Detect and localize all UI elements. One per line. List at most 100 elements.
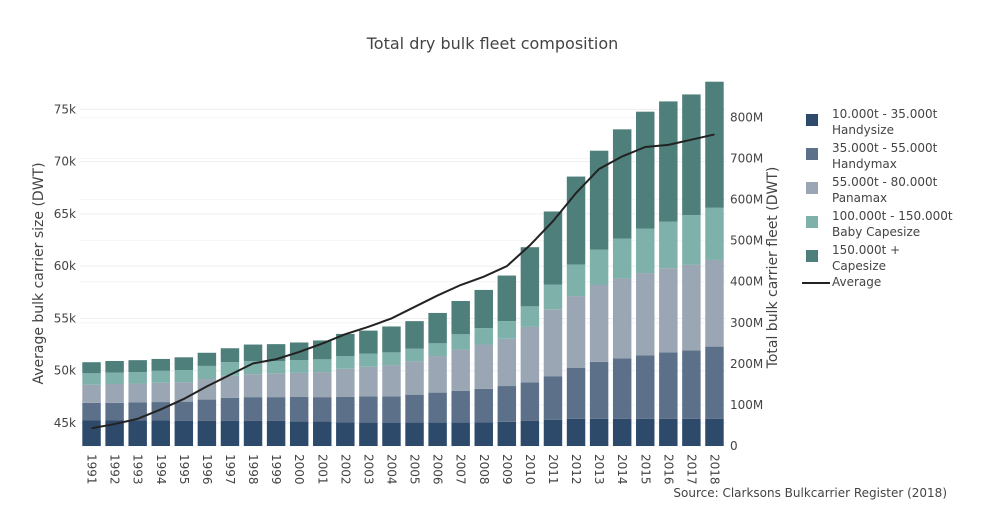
- source-note: Source: Clarksons Bulkcarrier Register (…: [673, 486, 947, 500]
- bar-baby-capesize-1997: [220, 362, 240, 376]
- bar-capesize-2005: [405, 321, 424, 349]
- y2-tick-label: 500M: [730, 234, 763, 248]
- bar-handymax-2002: [336, 396, 355, 423]
- y2-tick-label: 0: [730, 439, 738, 453]
- legend-swatch-panamax: [806, 182, 818, 194]
- y-tick-label: 45k: [54, 416, 76, 430]
- x-tick-label-1996: 1996: [200, 454, 214, 485]
- x-tick-label-2009: 2009: [500, 454, 514, 485]
- bar-panamax-2003: [359, 366, 378, 397]
- y2-tick-label: 400M: [730, 275, 763, 289]
- y-tick-label: 75k: [54, 102, 76, 116]
- bar-handysize-1994: [151, 420, 170, 446]
- x-tick-label-2010: 2010: [523, 454, 537, 485]
- bar-panamax-2008: [474, 344, 493, 389]
- bar-panamax-1997: [220, 375, 240, 398]
- bar-handysize-1997: [220, 420, 240, 446]
- x-tick-label-2003: 2003: [361, 454, 375, 485]
- bar-panamax-1999: [266, 373, 286, 398]
- bar-baby-capesize-2015: [636, 228, 655, 274]
- bar-baby-capesize-2007: [451, 334, 470, 350]
- bar-baby-capesize-2014: [612, 238, 632, 279]
- bar-baby-capesize-2013: [589, 249, 609, 285]
- bar-panamax-1993: [128, 383, 147, 403]
- bar-baby-capesize-2011: [543, 284, 563, 310]
- bar-capesize-2004: [382, 326, 401, 353]
- x-tick-label-1993: 1993: [131, 454, 145, 485]
- bar-baby-capesize-2008: [474, 328, 493, 345]
- bar-handysize-1992: [105, 420, 124, 447]
- bar-handysize-2017: [682, 418, 701, 446]
- bar-capesize-1996: [197, 352, 217, 366]
- bar-handysize-2010: [520, 420, 540, 446]
- bar-panamax-2009: [497, 338, 517, 387]
- y2-axis-title: Total bulk carrier fleet (DWT): [765, 167, 781, 370]
- bar-handysize-2005: [405, 422, 424, 446]
- bar-handymax-1991: [82, 402, 101, 421]
- x-tick-label-2004: 2004: [384, 454, 398, 485]
- bar-handymax-2013: [589, 361, 609, 419]
- bar-capesize-2002: [336, 333, 355, 357]
- bar-baby-capesize-1995: [174, 370, 194, 383]
- bar-baby-capesize-2009: [497, 321, 517, 339]
- bar-capesize-2011: [543, 211, 563, 285]
- bar-handymax-1999: [266, 397, 286, 421]
- bar-baby-capesize-1992: [105, 372, 124, 384]
- x-tick-label-1999: 1999: [269, 454, 283, 485]
- bar-panamax-2016: [659, 268, 678, 353]
- bar-baby-capesize-1998: [243, 360, 263, 375]
- x-tick-label-2017: 2017: [684, 454, 698, 485]
- bar-handymax-1996: [197, 399, 217, 421]
- bar-handysize-1995: [174, 420, 194, 446]
- legend-label-baby-capesize: 100.000t - 150.000t Baby Capesize: [832, 209, 953, 239]
- bar-baby-capesize-2018: [705, 207, 724, 260]
- legend-line-average: [802, 282, 830, 284]
- bar-handysize-1999: [266, 420, 286, 446]
- bar-panamax-2004: [382, 365, 401, 397]
- bar-handymax-1992: [105, 402, 124, 421]
- bar-handymax-2018: [705, 346, 724, 419]
- bar-handysize-2004: [382, 423, 401, 446]
- bar-panamax-2002: [336, 368, 355, 397]
- bar-panamax-2006: [428, 356, 447, 393]
- y-tick-label: 70k: [54, 155, 76, 169]
- bar-baby-capesize-2000: [289, 360, 309, 373]
- x-tick-label-1994: 1994: [154, 454, 168, 485]
- bar-handymax-2005: [405, 394, 424, 423]
- bar-panamax-2007: [451, 349, 470, 391]
- bar-handysize-2003: [359, 422, 378, 446]
- x-tick-label-2013: 2013: [592, 454, 606, 485]
- bar-handysize-2007: [451, 422, 470, 446]
- bar-capesize-1998: [243, 344, 263, 361]
- x-tick-label-2002: 2002: [338, 454, 352, 485]
- bar-panamax-2013: [589, 285, 609, 362]
- x-tick-label-1991: 1991: [85, 454, 99, 485]
- bar-baby-capesize-2004: [382, 352, 401, 366]
- bar-panamax-2017: [682, 264, 701, 351]
- bar-handymax-1997: [220, 397, 240, 421]
- bar-handymax-2012: [566, 367, 586, 419]
- bar-capesize-2012: [566, 176, 586, 265]
- y2-tick-label: 700M: [730, 152, 763, 166]
- bar-baby-capesize-1991: [82, 373, 101, 385]
- bar-capesize-1992: [105, 360, 124, 373]
- x-tick-label-2007: 2007: [454, 454, 468, 485]
- y-tick-label: 65k: [54, 207, 76, 221]
- y-tick-label: 55k: [54, 311, 76, 325]
- x-tick-label-1995: 1995: [177, 454, 191, 485]
- y-tick-label: 60k: [54, 259, 76, 273]
- x-tick-label-2001: 2001: [315, 454, 329, 485]
- bar-handymax-1995: [174, 401, 194, 421]
- bar-handysize-2018: [705, 418, 724, 446]
- bar-panamax-1998: [243, 374, 263, 398]
- y2-tick-label: 100M: [730, 398, 763, 412]
- bar-handymax-2000: [289, 396, 309, 422]
- bar-baby-capesize-1999: [266, 360, 286, 374]
- bar-handymax-2006: [428, 392, 447, 423]
- bar-handymax-2004: [382, 396, 401, 423]
- bar-handysize-2002: [336, 422, 355, 446]
- bar-capesize-2007: [451, 301, 470, 335]
- bar-handysize-2013: [589, 418, 609, 446]
- x-tick-label-1997: 1997: [223, 454, 237, 485]
- bar-handymax-2016: [659, 352, 678, 419]
